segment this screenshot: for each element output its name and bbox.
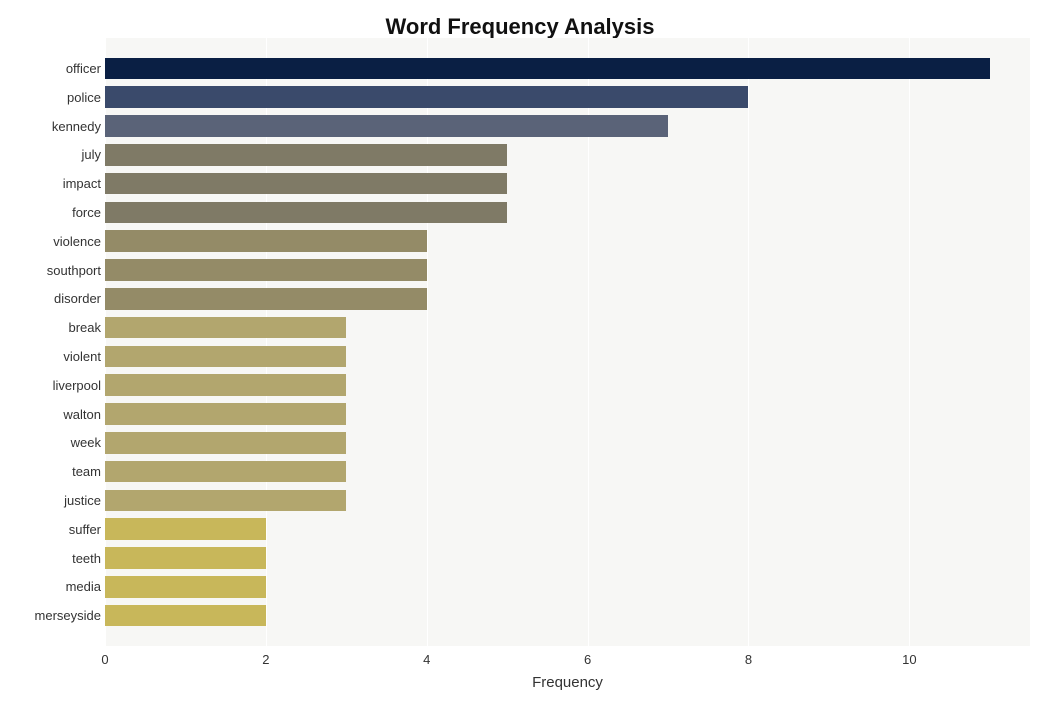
y-tick-label: merseyside bbox=[0, 608, 101, 623]
y-tick-label: july bbox=[0, 147, 101, 162]
y-tick-label: teeth bbox=[0, 551, 101, 566]
y-tick-label: walton bbox=[0, 407, 101, 422]
bar bbox=[105, 230, 427, 252]
y-tick-label: break bbox=[0, 320, 101, 335]
y-tick-label: violence bbox=[0, 234, 101, 249]
plot-area bbox=[105, 38, 1030, 646]
y-tick-label: disorder bbox=[0, 291, 101, 306]
y-tick-label: violent bbox=[0, 349, 101, 364]
y-tick-label: week bbox=[0, 435, 101, 450]
chart-title: Word Frequency Analysis bbox=[10, 10, 1030, 40]
bar bbox=[105, 115, 668, 137]
y-tick-label: justice bbox=[0, 493, 101, 508]
x-axis-title: Frequency bbox=[532, 674, 603, 691]
bar bbox=[105, 86, 748, 108]
y-tick-label: police bbox=[0, 90, 101, 105]
bar bbox=[105, 346, 346, 368]
y-tick-label: media bbox=[0, 579, 101, 594]
bar bbox=[105, 403, 346, 425]
bar bbox=[105, 259, 427, 281]
x-tick-label: 0 bbox=[101, 652, 108, 667]
y-tick-label: impact bbox=[0, 176, 101, 191]
grid-line bbox=[909, 38, 910, 646]
bar bbox=[105, 432, 346, 454]
bar bbox=[105, 288, 427, 310]
bar bbox=[105, 374, 346, 396]
bar bbox=[105, 576, 266, 598]
x-tick-label: 2 bbox=[262, 652, 269, 667]
y-tick-label: suffer bbox=[0, 522, 101, 537]
bar bbox=[105, 144, 507, 166]
bar bbox=[105, 58, 990, 80]
y-tick-label: southport bbox=[0, 263, 101, 278]
bar bbox=[105, 461, 346, 483]
x-tick-label: 10 bbox=[902, 652, 916, 667]
y-tick-label: officer bbox=[0, 61, 101, 76]
bar bbox=[105, 605, 266, 627]
chart-container: Word Frequency Analysis officer police ken… bbox=[0, 0, 1040, 701]
bar bbox=[105, 317, 346, 339]
x-tick-label: 8 bbox=[745, 652, 752, 667]
y-tick-label: liverpool bbox=[0, 378, 101, 393]
bar bbox=[105, 202, 507, 224]
x-tick-label: 4 bbox=[423, 652, 430, 667]
y-tick-label: force bbox=[0, 205, 101, 220]
bar bbox=[105, 490, 346, 512]
grid-line bbox=[748, 38, 749, 646]
bar bbox=[105, 518, 266, 540]
bar bbox=[105, 547, 266, 569]
x-tick-label: 6 bbox=[584, 652, 591, 667]
y-tick-label: team bbox=[0, 464, 101, 479]
y-tick-label: kennedy bbox=[0, 119, 101, 134]
bar bbox=[105, 173, 507, 195]
